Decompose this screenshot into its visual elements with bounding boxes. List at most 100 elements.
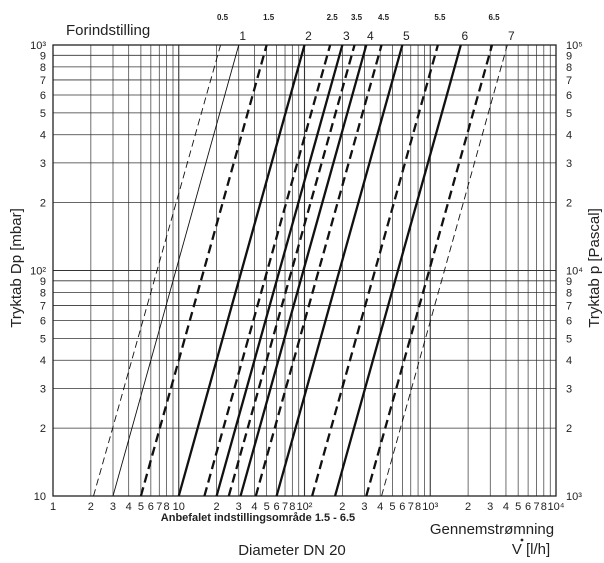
y-tick-label-left: 9 <box>40 50 46 62</box>
x-axis-label: Gennemstrømning <box>430 521 554 538</box>
x-tick-label: 5 <box>264 501 270 513</box>
x-tick-label: 8 <box>541 501 547 513</box>
series-line-6 <box>333 44 462 497</box>
y-tick-label-left: 5 <box>40 108 46 120</box>
y-tick-label-left: 10 <box>34 491 46 503</box>
series-label-5: 5 <box>403 29 410 43</box>
x-tick-label: 5 <box>515 501 521 513</box>
y-tick-label-left: 8 <box>40 62 46 74</box>
series-label-3-5: 3.5 <box>351 13 363 22</box>
x-tick-label: 3 <box>110 501 116 513</box>
y-tick-label-right: 4 <box>566 355 572 367</box>
series-label-4: 4 <box>367 29 374 43</box>
y-tick-label-left: 9 <box>40 276 46 288</box>
x-tick-label: 7 <box>533 501 539 513</box>
x-tick-label: 3 <box>236 501 242 513</box>
series-label-1-5: 1.5 <box>263 13 275 22</box>
x-tick-label: 2 <box>465 501 471 513</box>
x-tick-label: 5 <box>389 501 395 513</box>
series-labels: 0.5 1 1.5 2 2.5 33.5 4 4.5 5 5.5 6 6.5 7 <box>217 13 515 43</box>
series-label-6-5: 6.5 <box>488 13 500 22</box>
y-tick-label-left: 10³ <box>30 40 46 52</box>
x-tick-label: 4 <box>377 501 383 513</box>
x-tick-label: 4 <box>251 501 257 513</box>
series-line-6-5 <box>365 44 494 497</box>
x-tick-label: 10 <box>173 501 185 513</box>
x-tick-label: 3 <box>361 501 367 513</box>
series-line-4-5 <box>254 44 383 497</box>
x-tick-label: 2 <box>88 501 94 513</box>
y-tick-label-right: 5 <box>566 333 572 345</box>
y-tick-label-right: 10³ <box>566 491 582 503</box>
y-tick-label-right: 4 <box>566 130 572 142</box>
y-tick-label-right: 2 <box>566 423 572 435</box>
x-tick-label: 6 <box>399 501 405 513</box>
x-tick-label: 5 <box>138 501 144 513</box>
x-tick-label: 10⁴ <box>548 501 565 513</box>
y-tick-label-right: 7 <box>566 75 572 87</box>
series-label-6: 6 <box>461 29 468 43</box>
series-label-1: 1 <box>239 29 246 43</box>
series-line-5 <box>275 44 404 497</box>
y-tick-label-right: 5 <box>566 108 572 120</box>
y-tick-label-left: 2 <box>40 423 46 435</box>
series-label-5-5: 5.5 <box>434 13 446 22</box>
y-tick-label-right: 8 <box>566 62 572 74</box>
y-axis-label-left: Tryktab Dp [mbar] <box>8 208 25 327</box>
series-label-2-5: 2.5 <box>327 13 339 22</box>
y-tick-label-left: 4 <box>40 130 46 142</box>
series-line-2 <box>177 44 306 497</box>
y-tick-label-right: 6 <box>566 316 572 328</box>
x-tick-label: 4 <box>503 501 509 513</box>
series-label-7: 7 <box>508 29 515 43</box>
x-tick-label: 6 <box>148 501 154 513</box>
series-line-1-5 <box>139 44 268 497</box>
series-label-0-5: 0.5 <box>217 13 229 22</box>
x-tick-label: 8 <box>164 501 170 513</box>
series-line-5-5 <box>311 44 439 497</box>
y-tick-label-left: 6 <box>40 90 46 102</box>
x-tick-labels: 1 2 3 4 5 6 7 8 10 2 3 4 5 6 7 8 10² 2 3 4 5 6 7 8 10³ 2 3 4 5 6 7 8 10⁴ <box>50 501 565 513</box>
x-tick-label: 2 <box>339 501 345 513</box>
chart-subtitle: Diameter DN 20 <box>238 542 346 559</box>
series-line-1 <box>112 44 240 497</box>
x-tick-label: 1 <box>50 501 56 513</box>
x-tick-label: 3 <box>487 501 493 513</box>
y-tick-label-right: 3 <box>566 158 572 170</box>
series-line-0-5 <box>93 44 221 497</box>
chart-title: Forindstilling <box>66 22 150 39</box>
y-tick-label-left: 3 <box>40 158 46 170</box>
y-tick-label-right: 10⁵ <box>566 40 583 52</box>
series-label-3: 3 <box>343 29 350 43</box>
x-tick-label: 10² <box>297 501 313 513</box>
series-line-4 <box>239 44 368 497</box>
y-tick-label-right: 10⁴ <box>566 266 583 278</box>
y-tick-label-right: 7 <box>566 300 572 312</box>
x-tick-label: 6 <box>274 501 280 513</box>
series-line-7 <box>381 44 508 497</box>
y-tick-label-left: 7 <box>40 300 46 312</box>
y-tick-label-left: 2 <box>40 198 46 210</box>
y-tick-label-right: 2 <box>566 198 572 210</box>
x-tick-label: 8 <box>289 501 295 513</box>
y-tick-label-right: 9 <box>566 276 572 288</box>
x-tick-label: 8 <box>415 501 421 513</box>
series-line-2-5 <box>203 44 332 497</box>
y-tick-label-left: 7 <box>40 75 46 87</box>
y-tick-label-left: 6 <box>40 316 46 328</box>
recommended-range-note: Anbefalet indstillingsområde 1.5 - 6.5 <box>161 512 355 524</box>
flow-dot-symbol <box>520 538 524 542</box>
y-tick-label-left: 3 <box>40 383 46 395</box>
series-label-4-5: 4.5 <box>378 13 390 22</box>
x-tick-label: 7 <box>156 501 162 513</box>
x-tick-label: 7 <box>408 501 414 513</box>
x-tick-label: 4 <box>126 501 132 513</box>
y-tick-label-right: 9 <box>566 50 572 62</box>
x-tick-label: 10³ <box>422 501 438 513</box>
y-tick-label-left: 8 <box>40 287 46 299</box>
y-tick-label-right: 6 <box>566 90 572 102</box>
y-tick-label-left: 4 <box>40 355 46 367</box>
